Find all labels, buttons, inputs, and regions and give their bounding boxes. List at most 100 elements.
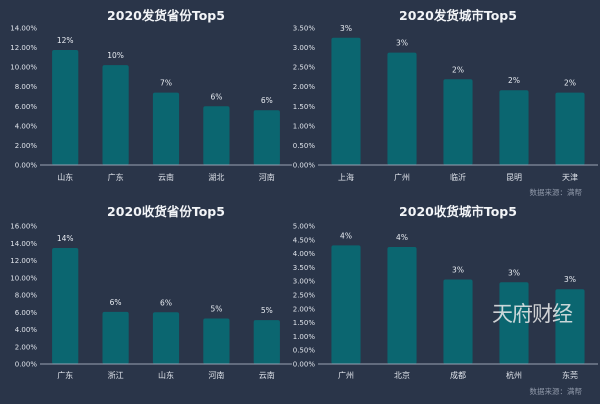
chart-title: 2020收货省份Top5 <box>107 204 225 219</box>
chart-title: 2020发货省份Top5 <box>107 8 225 23</box>
bar <box>387 52 417 165</box>
bar <box>331 245 361 364</box>
x-tick-label: 天津 <box>562 172 578 182</box>
y-tick-label: 0.00% <box>15 162 38 170</box>
y-tick-label: 10.00% <box>10 274 37 282</box>
x-tick-label: 湖北 <box>208 173 224 182</box>
bar <box>443 279 473 364</box>
y-tick-label: 0.00% <box>15 361 38 369</box>
x-tick-label: 山东 <box>57 172 73 182</box>
y-tick-label: 1.50% <box>293 103 316 111</box>
x-tick-label: 广州 <box>394 172 410 182</box>
bar <box>203 318 230 364</box>
x-tick-label: 云南 <box>259 370 275 380</box>
y-tick-label: 4.50% <box>293 236 316 244</box>
data-label: 2% <box>564 79 576 88</box>
bar <box>443 79 473 165</box>
x-tick-label: 昆明 <box>506 173 522 182</box>
x-tick-label: 上海 <box>338 172 354 182</box>
bar <box>203 106 230 165</box>
y-tick-label: 3.50% <box>293 25 316 33</box>
y-tick-label: 10.00% <box>10 64 37 72</box>
y-tick-label: 0.50% <box>293 142 316 150</box>
data-label: 2% <box>508 76 520 85</box>
y-tick-label: 4.00% <box>293 250 316 258</box>
y-tick-label: 2.50% <box>293 292 316 300</box>
y-tick-label: 1.50% <box>293 319 316 327</box>
data-label: 6% <box>110 298 122 307</box>
x-tick-label: 成都 <box>450 370 466 380</box>
x-tick-label: 广州 <box>338 370 354 380</box>
x-tick-label: 北京 <box>394 370 410 380</box>
data-label: 3% <box>340 24 352 33</box>
data-label: 4% <box>340 231 352 240</box>
data-label: 10% <box>107 51 124 60</box>
data-label: 3% <box>396 39 408 48</box>
y-tick-label: 2.00% <box>293 305 316 313</box>
x-tick-label: 临沂 <box>450 172 466 182</box>
bar <box>152 312 180 364</box>
data-label: 3% <box>452 266 464 275</box>
data-label: 3% <box>508 268 520 277</box>
y-tick-label: 3.50% <box>293 264 316 272</box>
y-tick-label: 12.00% <box>10 257 37 265</box>
data-label: 7% <box>160 79 172 88</box>
y-tick-label: 14.00% <box>10 240 37 248</box>
y-tick-label: 1.00% <box>293 122 316 130</box>
y-tick-label: 3.00% <box>293 44 316 52</box>
chart-title: 2020发货城市Top5 <box>399 8 517 23</box>
y-tick-label: 2.00% <box>293 83 316 91</box>
y-tick-label: 14.00% <box>10 25 37 33</box>
x-tick-label: 杭州 <box>506 370 522 380</box>
data-label: 6% <box>210 92 222 101</box>
data-label: 2% <box>452 65 464 74</box>
data-label: 6% <box>261 96 273 105</box>
y-tick-label: 1.00% <box>293 333 316 341</box>
y-tick-label: 6.00% <box>15 103 38 111</box>
data-label: 14% <box>57 234 74 243</box>
x-tick-label: 河南 <box>259 172 275 182</box>
y-tick-label: 8.00% <box>15 83 38 91</box>
data-label: 6% <box>160 298 172 307</box>
x-tick-label: 广东 <box>108 172 124 182</box>
y-tick-label: 4.00% <box>15 122 38 130</box>
bar <box>152 92 180 165</box>
bar <box>387 246 417 364</box>
y-tick-label: 3.00% <box>293 278 316 286</box>
y-tick-label: 0.50% <box>293 347 316 355</box>
x-tick-label: 山东 <box>158 370 174 380</box>
bar <box>102 311 129 364</box>
y-tick-label: 2.00% <box>15 343 38 351</box>
bar <box>331 37 361 165</box>
data-label: 5% <box>261 306 273 315</box>
x-tick-label: 云南 <box>158 172 174 182</box>
watermark-logo: 天府财经 <box>492 302 573 326</box>
bar <box>499 282 529 364</box>
bar <box>253 320 280 364</box>
y-tick-label: 0.00% <box>293 162 316 170</box>
x-tick-label: 浙江 <box>108 370 124 380</box>
bar <box>102 65 129 165</box>
x-tick-label: 东莞 <box>562 370 578 380</box>
y-tick-label: 12.00% <box>10 44 37 52</box>
data-label: 5% <box>210 304 222 313</box>
x-tick-label: 河南 <box>208 370 224 380</box>
bar <box>253 110 280 165</box>
bar <box>52 50 79 166</box>
bar <box>52 247 79 364</box>
y-tick-label: 2.00% <box>15 142 38 150</box>
data-label: 12% <box>57 36 74 45</box>
y-tick-label: 6.00% <box>15 309 38 317</box>
y-tick-label: 4.00% <box>15 326 38 334</box>
x-tick-label: 广东 <box>57 370 73 380</box>
bar <box>555 289 585 364</box>
source-note: 数据来源：满帮 <box>530 187 583 197</box>
data-label: 4% <box>396 233 408 242</box>
bar <box>555 92 585 165</box>
y-tick-label: 8.00% <box>15 292 38 300</box>
source-note: 数据来源：满帮 <box>530 386 583 396</box>
y-tick-label: 0.00% <box>293 361 316 369</box>
y-tick-label: 5.00% <box>293 223 316 231</box>
bar <box>499 90 529 165</box>
